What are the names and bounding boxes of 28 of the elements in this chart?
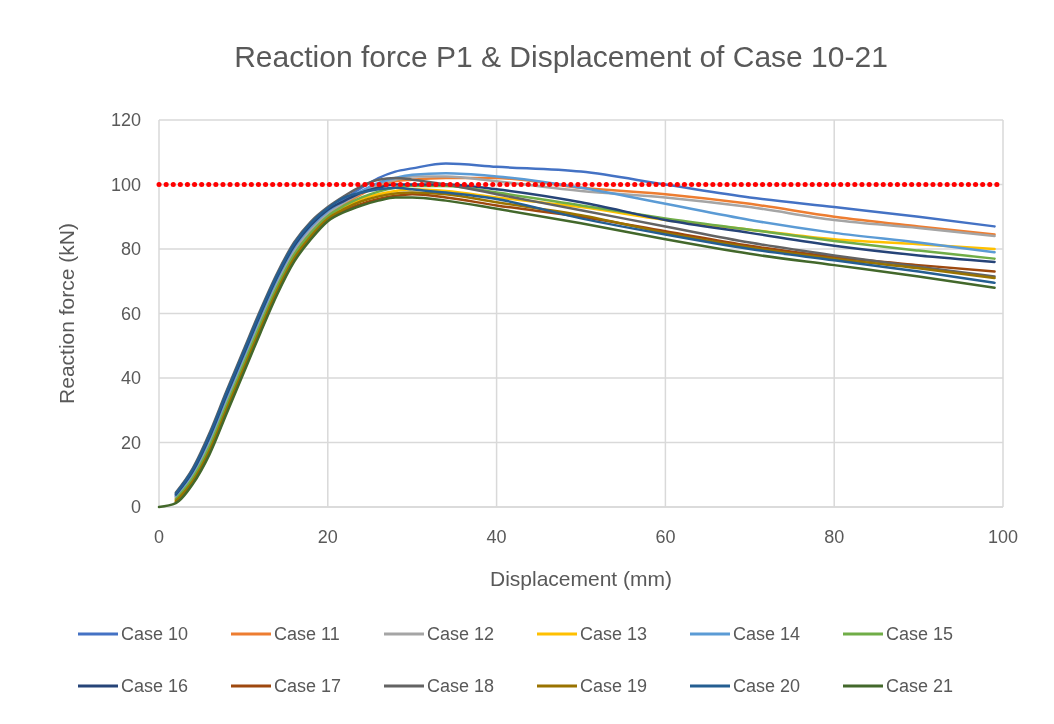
- x-tick-label: 0: [153, 527, 165, 547]
- y-tick-label: 100: [110, 174, 141, 195]
- legend-label: Case 12: [427, 624, 495, 645]
- legend-label: Case 21: [886, 676, 954, 697]
- x-tick-label: 60: [655, 527, 676, 547]
- x-axis-title: Displacement (mm): [489, 567, 673, 590]
- legend-label: Case 17: [274, 676, 342, 697]
- y-tick-label: 0: [130, 497, 141, 518]
- y-tick-label: 80: [120, 239, 141, 260]
- y-axis-title: Reaction force (kN): [55, 223, 78, 404]
- x-tick-label: 100: [987, 527, 1019, 547]
- legend-label: Case 18: [427, 676, 495, 697]
- legend-label: Case 10: [121, 624, 189, 645]
- legend-label: Case 16: [121, 676, 189, 697]
- y-tick-label: 40: [120, 368, 141, 389]
- legend-label: Case 13: [580, 624, 648, 645]
- legend-label: Case 19: [580, 676, 648, 697]
- x-tick-label: 20: [317, 527, 338, 547]
- y-tick-label: 120: [110, 110, 141, 131]
- y-tick-label: 60: [120, 303, 141, 324]
- x-tick-label: 80: [824, 527, 845, 547]
- legend-label: Case 15: [886, 624, 954, 645]
- y-tick-label: 20: [120, 432, 141, 453]
- legend-label: Case 14: [733, 624, 801, 645]
- legend-label: Case 20: [733, 676, 801, 697]
- chart-title: Reaction force P1 & Displacement of Case 10-21: [234, 40, 888, 73]
- x-tick-label: 40: [486, 527, 507, 547]
- legend-label: Case 11: [274, 624, 340, 645]
